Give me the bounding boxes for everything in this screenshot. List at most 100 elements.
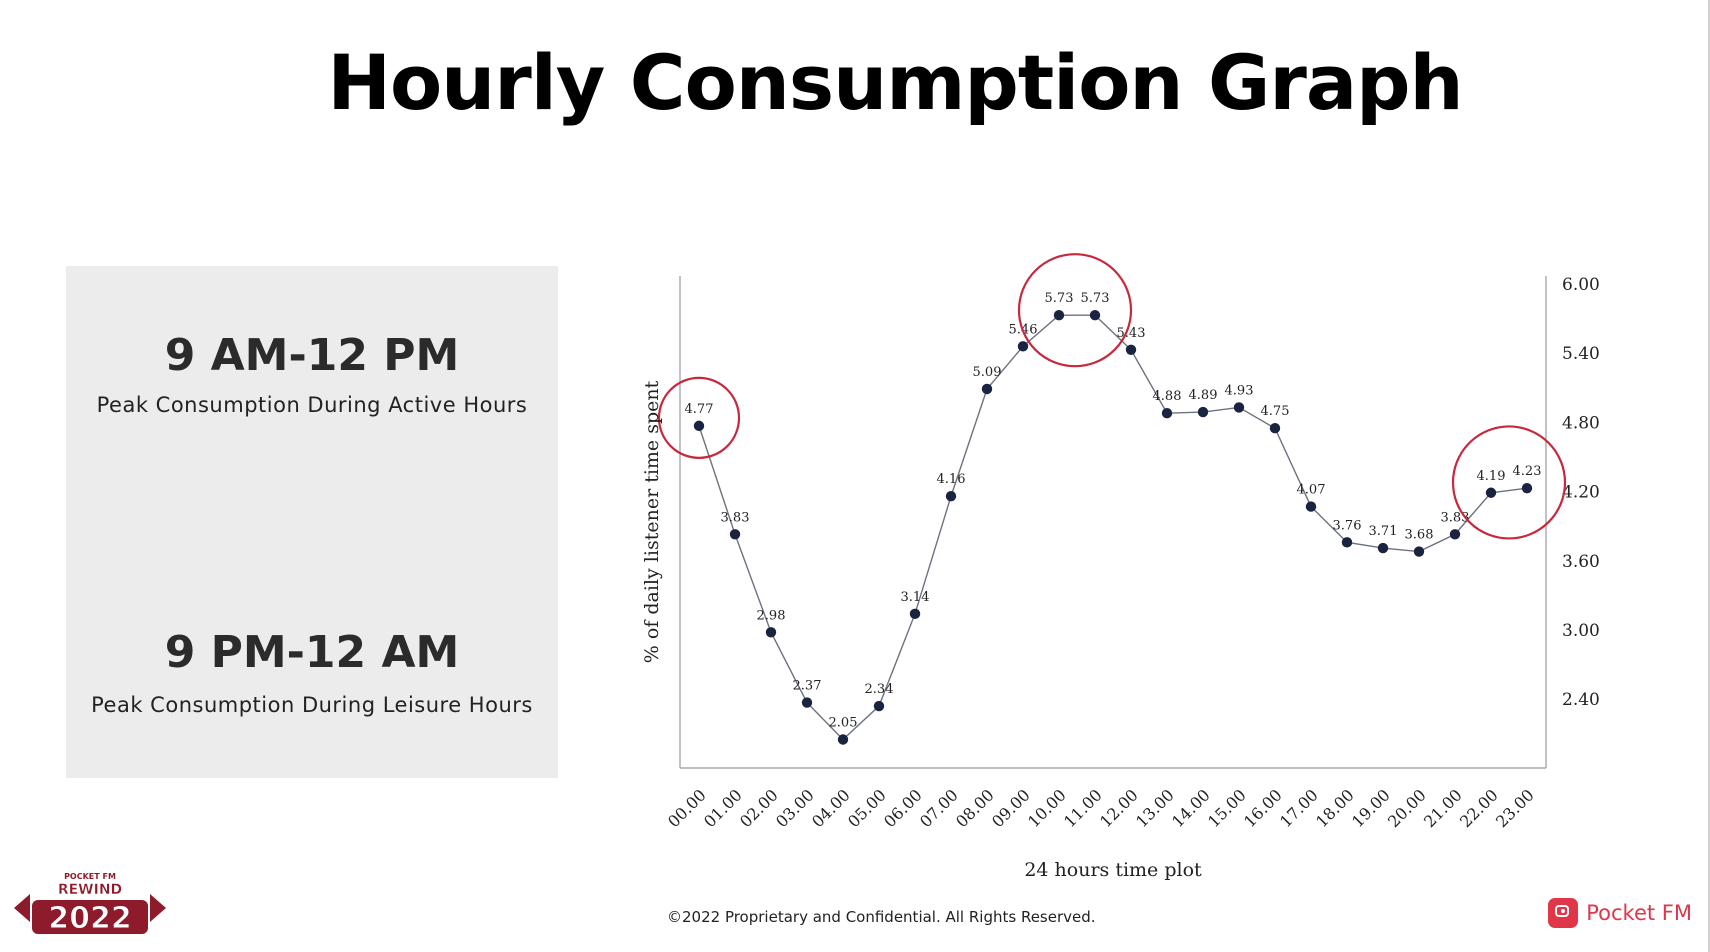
data-point <box>693 420 705 432</box>
data-point <box>945 491 957 502</box>
data-label: 5.09 <box>973 365 1002 380</box>
page-title: Hourly Consumption Graph <box>327 38 1463 127</box>
data-point <box>1017 341 1029 352</box>
highlight-circle <box>1451 425 1567 540</box>
x-tick-label: 11.00 <box>1060 785 1106 831</box>
y-axis-title: % of daily listener time spent <box>641 380 663 663</box>
y-tick-label: 3.60 <box>1562 552 1600 572</box>
x-tick-label: 13.00 <box>1132 785 1178 831</box>
x-tick-label: 02.00 <box>736 785 782 831</box>
highlight-active-subtitle: Peak Consumption During Active Hours <box>96 393 528 417</box>
data-point <box>801 697 813 708</box>
rewind-left-arrow-icon <box>14 894 30 922</box>
x-tick-label: 07.00 <box>916 785 962 831</box>
x-tick-label: 10.00 <box>1024 785 1070 831</box>
data-label: 4.07 <box>1297 483 1326 498</box>
data-point <box>837 734 849 745</box>
data-point <box>1161 408 1173 419</box>
x-tick-label: 18.00 <box>1312 785 1358 831</box>
data-point <box>1305 501 1317 512</box>
x-tick-label: 00.00 <box>664 785 710 831</box>
highlight-circle <box>657 376 741 459</box>
rewind-brand-text: POCKET FM <box>64 872 116 881</box>
data-point <box>1521 482 1533 494</box>
x-axis-title: 24 hours time plot <box>1024 859 1202 881</box>
data-point <box>1413 546 1425 557</box>
data-label: 3.76 <box>1333 518 1362 533</box>
data-labels: 4.773.832.982.372.052.343.144.165.095.46… <box>685 291 1542 730</box>
highlight-leisure-subtitle: Peak Consumption During Leisure Hours <box>91 693 533 717</box>
x-tick-label: 04.00 <box>808 785 854 831</box>
x-tick-label: 23.00 <box>1492 785 1538 831</box>
data-point <box>1125 344 1137 355</box>
x-tick-label: 06.00 <box>880 785 926 831</box>
x-tick-label: 15.00 <box>1204 785 1250 831</box>
data-point <box>909 608 921 620</box>
pocket-fm-logo-icon <box>1548 898 1579 928</box>
brand-logo: Pocket FM <box>1548 896 1692 930</box>
highlight-circle <box>1017 253 1133 368</box>
y-tick-label: 4.20 <box>1562 483 1600 503</box>
data-label: 3.71 <box>1369 524 1398 539</box>
y-tick-label: 4.80 <box>1562 413 1600 433</box>
data-point <box>1485 487 1497 498</box>
data-label: 4.75 <box>1261 404 1290 419</box>
slide-edge <box>1708 0 1710 952</box>
data-label: 3.83 <box>721 510 750 525</box>
data-point <box>1449 529 1461 540</box>
x-tick-label: 21.00 <box>1420 785 1466 831</box>
x-tick-label: 22.00 <box>1456 785 1502 831</box>
rewind-right-arrow-icon <box>150 894 166 922</box>
data-label: 4.23 <box>1513 464 1542 479</box>
highlight-leisure-title: 9 PM-12 AM <box>164 627 460 678</box>
y-tick-label: 5.40 <box>1562 344 1600 364</box>
y-tick-labels: 6.00 5.40 4.80 4.20 3.60 3.00 2.40 <box>1562 275 1600 710</box>
rewind-word: REWIND <box>58 882 122 898</box>
data-point <box>1377 542 1389 554</box>
highlight-circles <box>657 253 1567 540</box>
data-label: 2.34 <box>865 682 894 697</box>
footer-copyright: ©2022 Proprietary and Confidential. All … <box>667 908 1096 926</box>
y-tick-label: 2.40 <box>1562 690 1600 710</box>
y-tick-label: 6.00 <box>1562 275 1600 295</box>
data-label: 4.89 <box>1189 388 1218 403</box>
x-tick-label: 08.00 <box>952 785 998 831</box>
data-point <box>1341 537 1353 548</box>
data-point <box>873 700 885 712</box>
rewind-year-plate <box>32 900 148 934</box>
data-point <box>729 529 741 540</box>
highlights-panel: 9 AM-12 PM Peak Consumption During Activ… <box>66 266 558 778</box>
x-tick-label: 09.00 <box>988 785 1034 831</box>
x-tick-label: 05.00 <box>844 785 890 831</box>
data-points <box>693 309 1533 745</box>
data-point <box>981 383 993 395</box>
data-label: 2.37 <box>793 679 822 694</box>
x-tick-labels: 00.0001.0002.0003.0004.0005.0006.0007.00… <box>664 785 1538 831</box>
data-point <box>1053 309 1065 321</box>
data-label: 3.14 <box>901 590 930 605</box>
data-label: 4.93 <box>1225 383 1254 398</box>
data-label: 5.73 <box>1081 291 1110 306</box>
rewind-2022-logo: POCKET FM REWIND 2022 <box>14 872 166 937</box>
data-label: 4.77 <box>685 402 714 417</box>
highlight-active-title: 9 AM-12 PM <box>164 330 460 381</box>
x-tick-label: 03.00 <box>772 785 818 831</box>
data-point <box>1233 402 1245 413</box>
rewind-year: 2022 <box>48 901 132 936</box>
x-tick-label: 17.00 <box>1276 785 1322 831</box>
x-tick-label: 12.00 <box>1096 785 1142 831</box>
data-point <box>1269 422 1281 434</box>
brand-name: Pocket FM <box>1586 901 1692 925</box>
data-label: 3.68 <box>1405 528 1434 543</box>
data-label: 5.73 <box>1045 291 1074 306</box>
data-point <box>1089 309 1101 321</box>
series-line <box>698 314 1528 741</box>
data-label: 5.43 <box>1117 326 1146 341</box>
x-tick-label: 19.00 <box>1348 785 1394 831</box>
data-label: 4.19 <box>1477 469 1506 484</box>
data-label: 4.88 <box>1153 389 1182 404</box>
x-tick-label: 01.00 <box>700 785 746 831</box>
y-tick-label: 3.00 <box>1562 621 1600 641</box>
data-label: 2.98 <box>757 608 786 623</box>
